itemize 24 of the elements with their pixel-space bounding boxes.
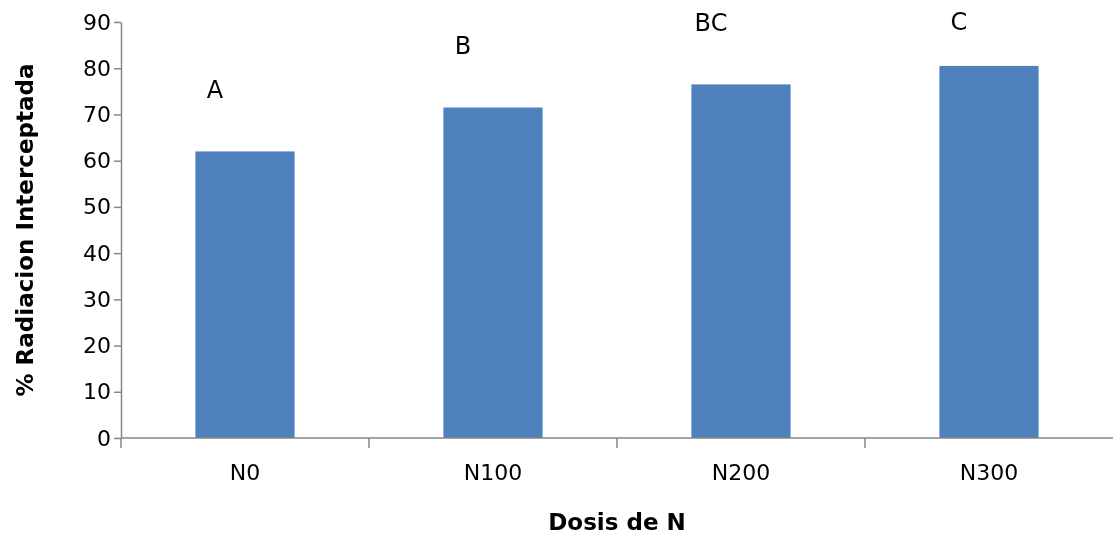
y-tick-label: 80 — [83, 55, 111, 81]
x-tick-label: N300 — [959, 460, 1019, 485]
annotation: C — [950, 8, 968, 37]
x-tick-label: N100 — [463, 460, 523, 485]
y-tick-label: 20 — [83, 333, 111, 359]
annotation: B — [454, 31, 472, 60]
y-tick-label: 10 — [83, 379, 111, 405]
annotation: BC — [694, 8, 728, 37]
y-tick-label: 90 — [83, 9, 111, 35]
x-tick-label: N200 — [711, 460, 771, 485]
bar — [443, 107, 543, 438]
annotation: A — [206, 75, 224, 104]
x-tick-label: N0 — [229, 460, 261, 485]
y-tick-label: 30 — [83, 286, 111, 312]
y-tick-label: 70 — [83, 101, 111, 127]
y-tick-label: 40 — [83, 240, 111, 266]
y-axis-title: % Radiacion Interceptada — [12, 63, 38, 397]
y-tick-label: 0 — [97, 425, 111, 451]
bar — [939, 65, 1039, 438]
y-tick-label: 50 — [83, 194, 111, 220]
bar — [195, 151, 295, 438]
x-axis-title: Dosis de N — [548, 509, 686, 535]
y-tick-label: 60 — [83, 148, 111, 174]
bar — [691, 84, 791, 438]
